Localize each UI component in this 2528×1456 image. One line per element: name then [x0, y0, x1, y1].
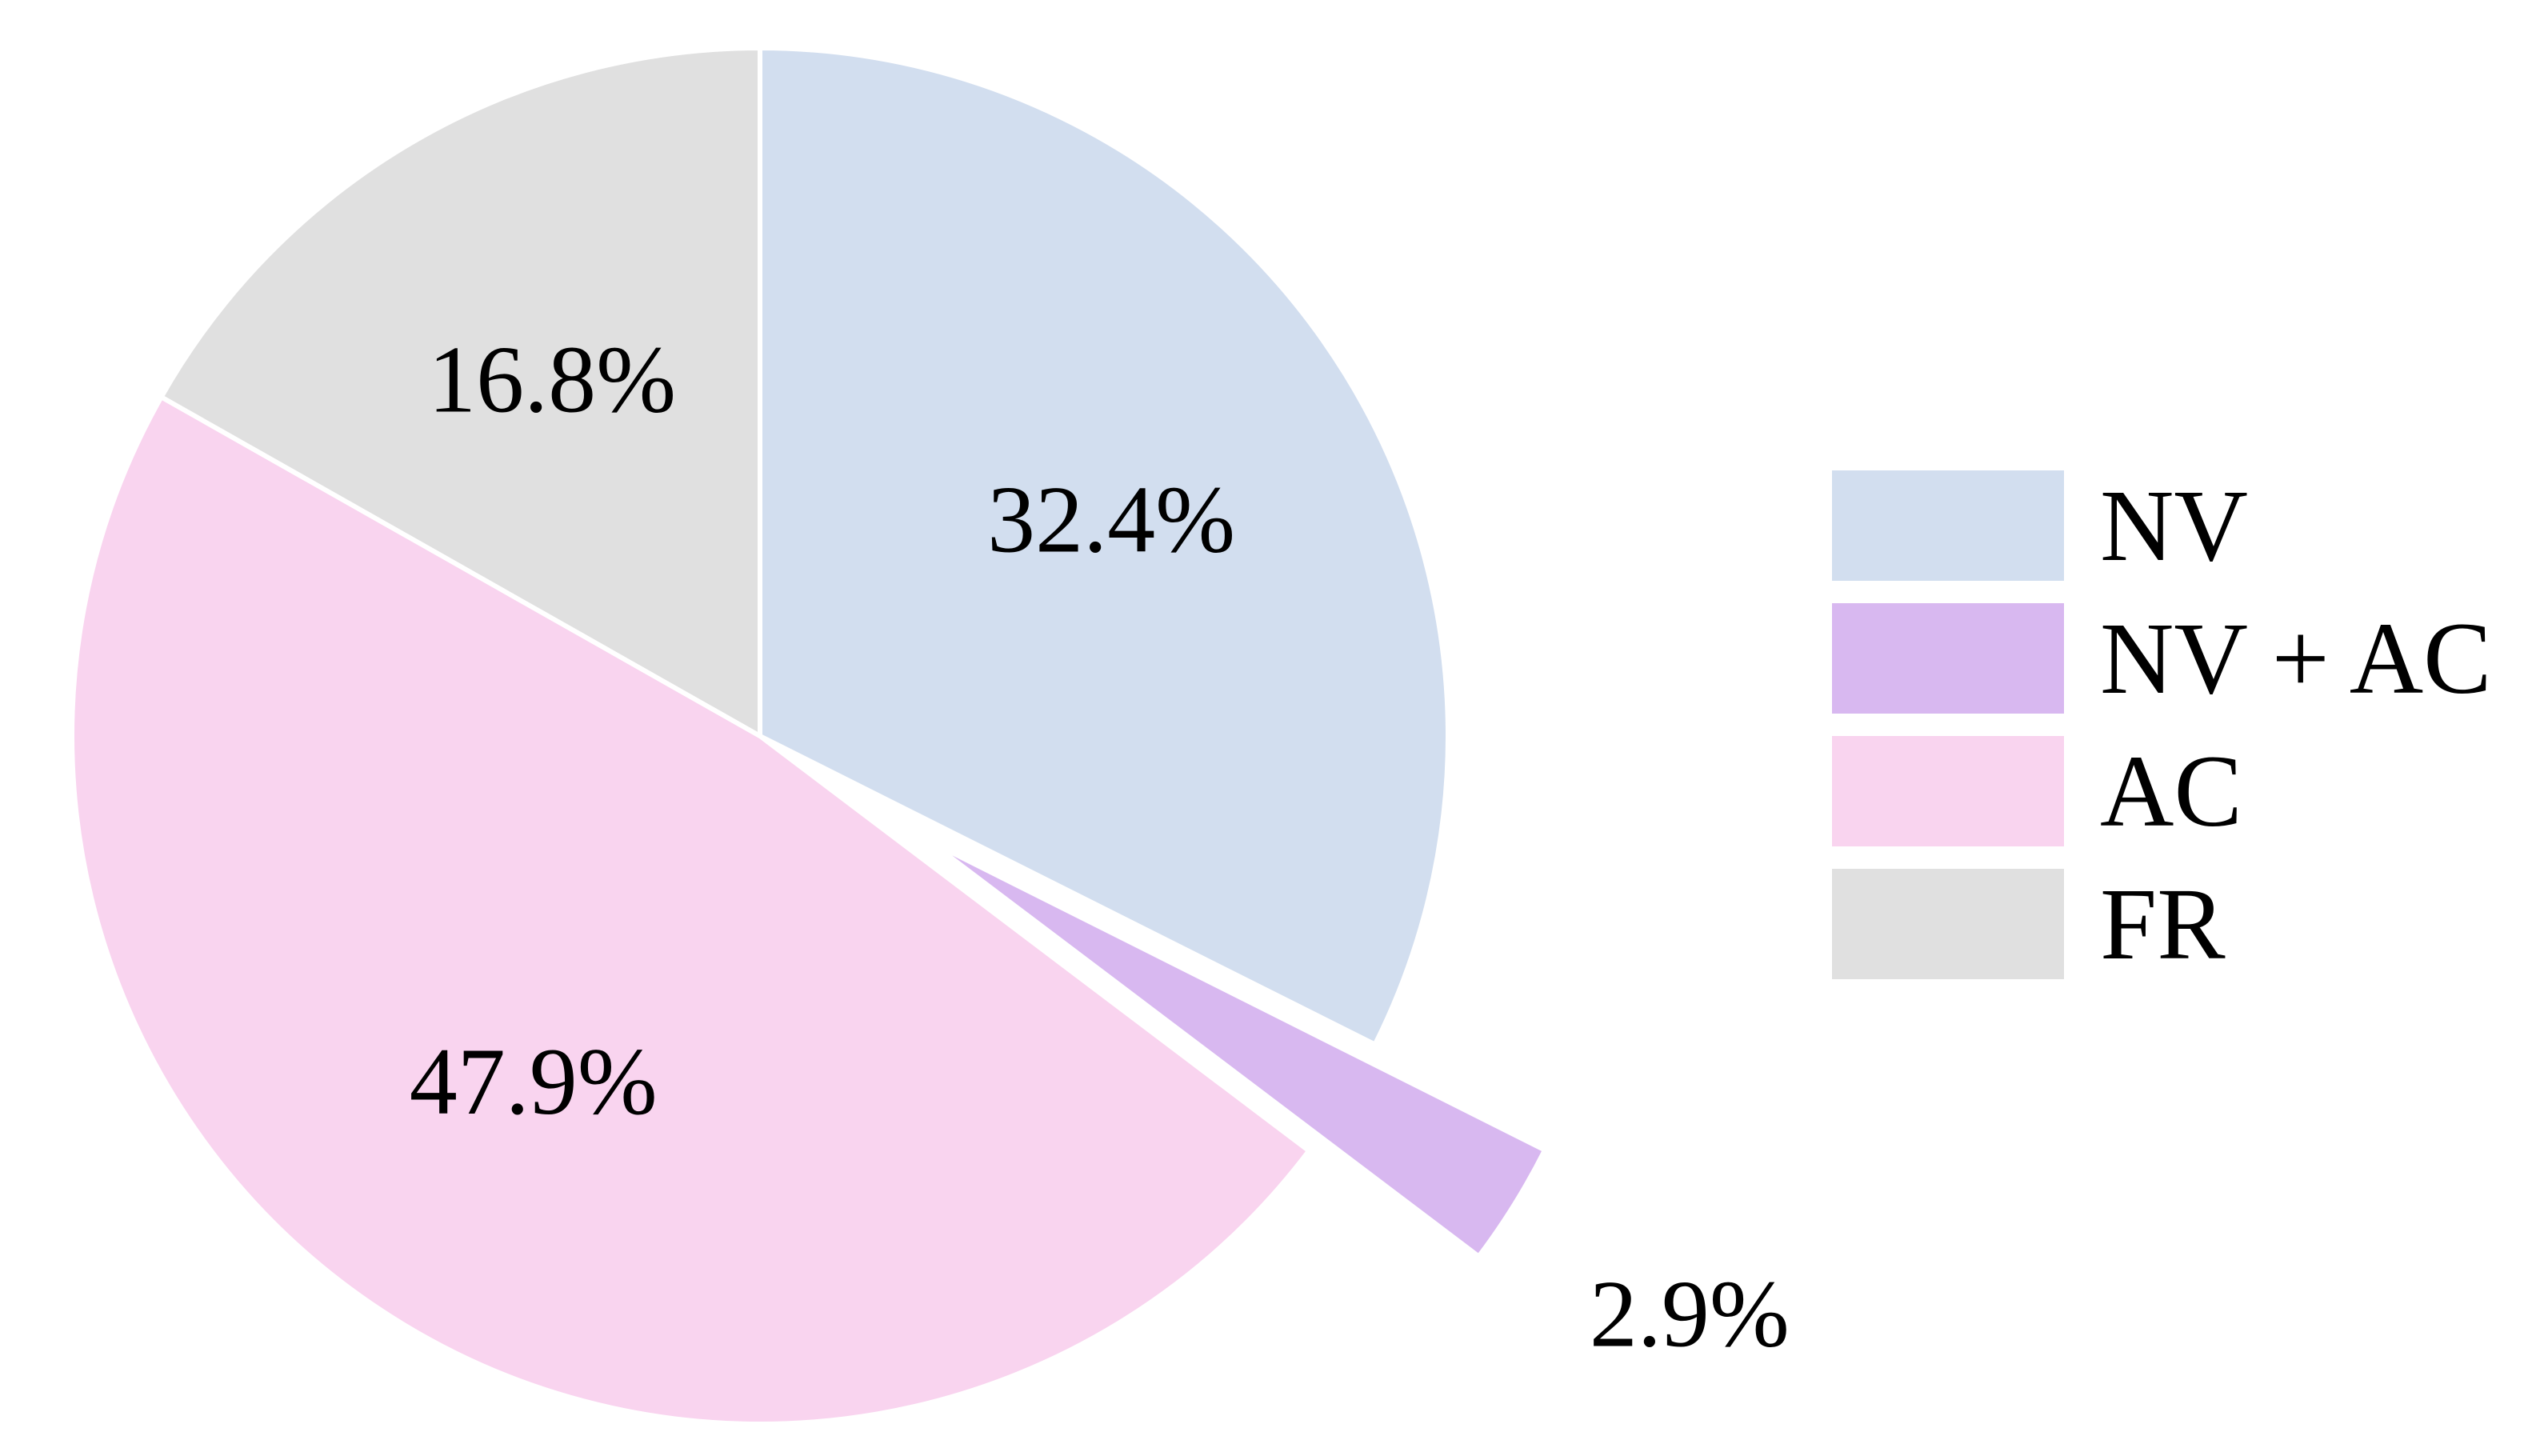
pie-slice-nv-ac [927, 838, 1548, 1259]
legend-swatch-fr [1832, 869, 2064, 979]
legend-item-nv-ac: NV + AC [1832, 602, 2492, 715]
pie-slice-ac [70, 394, 1312, 1426]
pie-value-label-fr: 16.8% [428, 326, 676, 433]
legend: NV NV + AC AC FR [1832, 469, 2492, 981]
pie-slices [70, 46, 1548, 1426]
legend-label-nv-ac: NV + AC [2100, 602, 2492, 715]
legend-item-nv: NV [1832, 469, 2248, 582]
pie-value-label-nv: 32.4% [987, 466, 1235, 573]
legend-label-ac: AC [2100, 734, 2242, 848]
pie-slice-nv [758, 46, 1450, 1047]
legend-swatch-ac [1832, 736, 2064, 846]
pie-value-label-ac: 47.9% [410, 1028, 658, 1134]
legend-swatch-nv [1832, 470, 2064, 581]
pie-value-labels: 32.4% 2.9% 47.9% 16.8% [410, 326, 1790, 1367]
pie-value-label-nv-ac: 2.9% [1590, 1261, 1790, 1367]
legend-label-fr: FR [2100, 867, 2226, 981]
legend-item-ac: AC [1832, 734, 2242, 848]
legend-swatch-nv-ac [1832, 603, 2064, 714]
pie-slice-fr [158, 46, 762, 738]
legend-item-fr: FR [1832, 867, 2226, 981]
legend-label-nv: NV [2100, 469, 2248, 582]
